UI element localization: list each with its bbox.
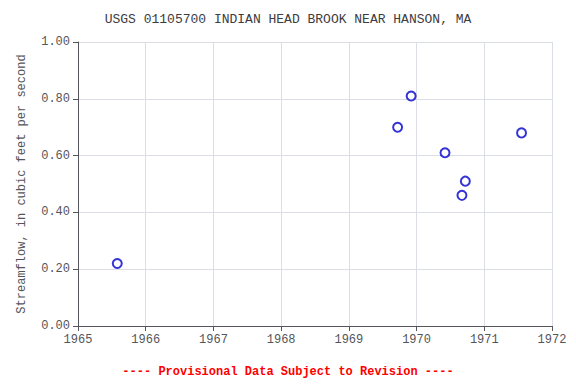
svg-text:Streamflow, in cubic feet per: Streamflow, in cubic feet per second (15, 54, 29, 313)
svg-text:0.80: 0.80 (41, 92, 70, 106)
svg-text:1968: 1968 (267, 333, 296, 347)
svg-text:---- Provisional Data Subject: ---- Provisional Data Subject to Revisio… (122, 365, 453, 379)
svg-text:1972: 1972 (538, 333, 567, 347)
svg-text:0.60: 0.60 (41, 149, 70, 163)
svg-text:0.00: 0.00 (41, 319, 70, 333)
svg-text:1971: 1971 (470, 333, 499, 347)
svg-text:1965: 1965 (64, 333, 93, 347)
svg-text:1.00: 1.00 (41, 35, 70, 49)
svg-text:USGS 01105700 INDIAN HEAD BROO: USGS 01105700 INDIAN HEAD BROOK NEAR HAN… (105, 12, 472, 27)
svg-text:1967: 1967 (199, 333, 228, 347)
svg-text:0.20: 0.20 (41, 262, 70, 276)
svg-text:1966: 1966 (131, 333, 160, 347)
svg-text:0.40: 0.40 (41, 205, 70, 219)
svg-text:1969: 1969 (334, 333, 363, 347)
svg-text:1970: 1970 (402, 333, 431, 347)
